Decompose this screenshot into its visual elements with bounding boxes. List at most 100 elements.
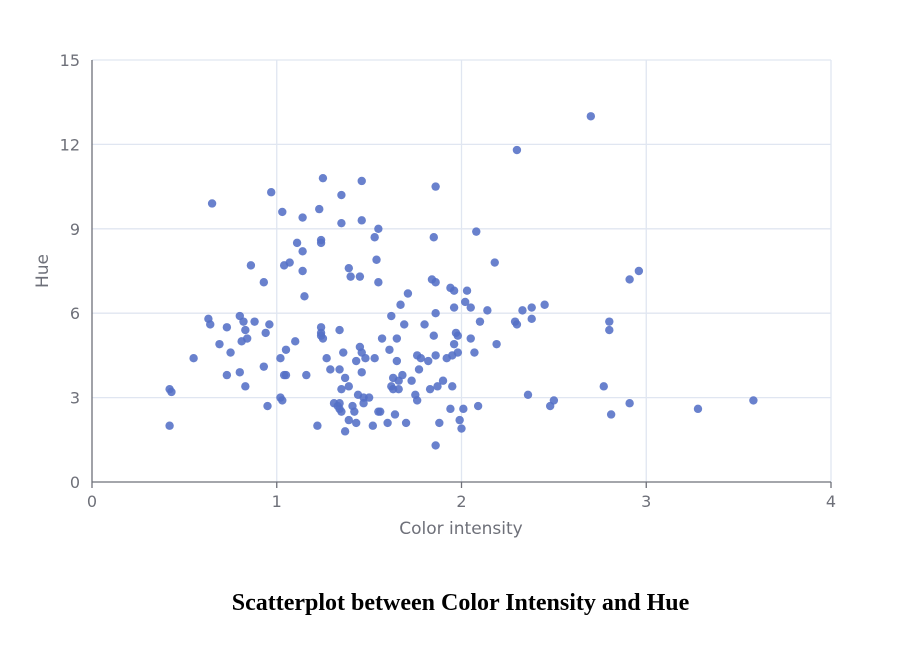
data-point <box>625 399 634 408</box>
data-point <box>490 258 499 267</box>
data-point <box>449 339 459 349</box>
data-point <box>167 387 176 397</box>
y-tick-label: 6 <box>70 304 80 323</box>
data-point <box>435 418 444 428</box>
data-point <box>540 300 549 309</box>
data-point <box>431 182 440 191</box>
data-point <box>387 311 396 321</box>
data-point <box>462 286 472 295</box>
y-tick-label: 9 <box>70 220 80 239</box>
data-point <box>473 401 483 411</box>
data-point <box>242 334 252 343</box>
data-point <box>586 112 596 121</box>
data-point <box>340 373 350 383</box>
data-point <box>350 407 359 416</box>
data-point <box>429 331 438 340</box>
data-point <box>357 176 366 186</box>
data-point <box>357 368 366 377</box>
data-point <box>292 238 302 248</box>
data-point <box>425 384 435 394</box>
data-point <box>285 258 294 267</box>
axes <box>91 60 832 488</box>
data-point <box>392 334 402 343</box>
y-axis-title: Hue <box>33 254 53 288</box>
data-point <box>455 415 464 425</box>
data-point <box>263 401 272 411</box>
data-points <box>165 112 758 450</box>
data-point <box>357 216 366 225</box>
data-point <box>385 345 394 354</box>
data-point <box>261 328 270 338</box>
x-tick-label: 3 <box>641 492 651 511</box>
y-tick-label: 0 <box>70 473 80 492</box>
data-point <box>337 190 346 200</box>
data-point <box>372 255 381 264</box>
data-point <box>351 356 361 366</box>
data-point <box>370 354 379 363</box>
data-point <box>518 306 527 315</box>
data-point <box>390 410 400 419</box>
data-point <box>512 145 522 155</box>
data-point <box>278 396 287 405</box>
data-point <box>527 314 536 324</box>
data-point <box>339 348 348 357</box>
data-point <box>605 317 614 326</box>
data-point <box>316 238 326 248</box>
data-point <box>370 233 379 242</box>
data-point <box>420 320 429 329</box>
data-point <box>396 300 405 309</box>
data-point <box>383 418 392 428</box>
data-point <box>239 317 248 326</box>
data-point <box>625 275 634 284</box>
data-point <box>431 309 440 318</box>
data-point <box>298 247 307 256</box>
data-point <box>459 404 468 414</box>
x-tick-label: 2 <box>456 492 466 511</box>
data-point <box>449 303 459 312</box>
data-point <box>267 188 276 197</box>
data-point <box>429 233 438 242</box>
data-point <box>337 407 346 416</box>
data-point <box>453 348 463 357</box>
data-point <box>241 325 250 335</box>
data-point <box>392 356 402 366</box>
data-point <box>337 384 346 394</box>
data-point <box>259 362 269 371</box>
figure-caption: Scatterplot between Color Intensity and … <box>231 590 690 616</box>
data-point <box>634 266 644 276</box>
data-point <box>512 320 522 329</box>
data-point <box>241 382 250 391</box>
data-point <box>291 337 300 346</box>
data-point <box>335 325 344 335</box>
data-point <box>599 382 608 391</box>
data-point <box>433 382 442 391</box>
data-point <box>346 272 355 281</box>
data-point <box>431 351 440 360</box>
data-point <box>472 227 481 236</box>
data-point <box>207 199 217 208</box>
data-point <box>222 323 232 332</box>
data-point <box>466 303 475 312</box>
y-axis-tick-labels: 0 3 6 9 12 15 <box>60 51 80 492</box>
x-tick-label: 4 <box>826 492 836 511</box>
data-point <box>281 370 291 380</box>
data-point <box>302 370 311 380</box>
data-point <box>401 418 411 428</box>
data-point <box>315 204 324 214</box>
data-point <box>351 418 361 428</box>
data-point <box>246 261 256 270</box>
grid-lines <box>92 59 832 482</box>
data-point <box>376 407 385 416</box>
data-point <box>298 213 307 222</box>
y-tick-label: 15 <box>60 51 80 70</box>
data-point <box>226 348 235 357</box>
data-point <box>250 317 259 326</box>
data-point <box>407 376 416 385</box>
data-point <box>355 272 365 281</box>
data-point <box>374 278 383 287</box>
data-point <box>344 263 354 273</box>
data-point <box>749 396 758 405</box>
y-tick-label: 12 <box>60 135 80 154</box>
data-point <box>457 424 466 433</box>
